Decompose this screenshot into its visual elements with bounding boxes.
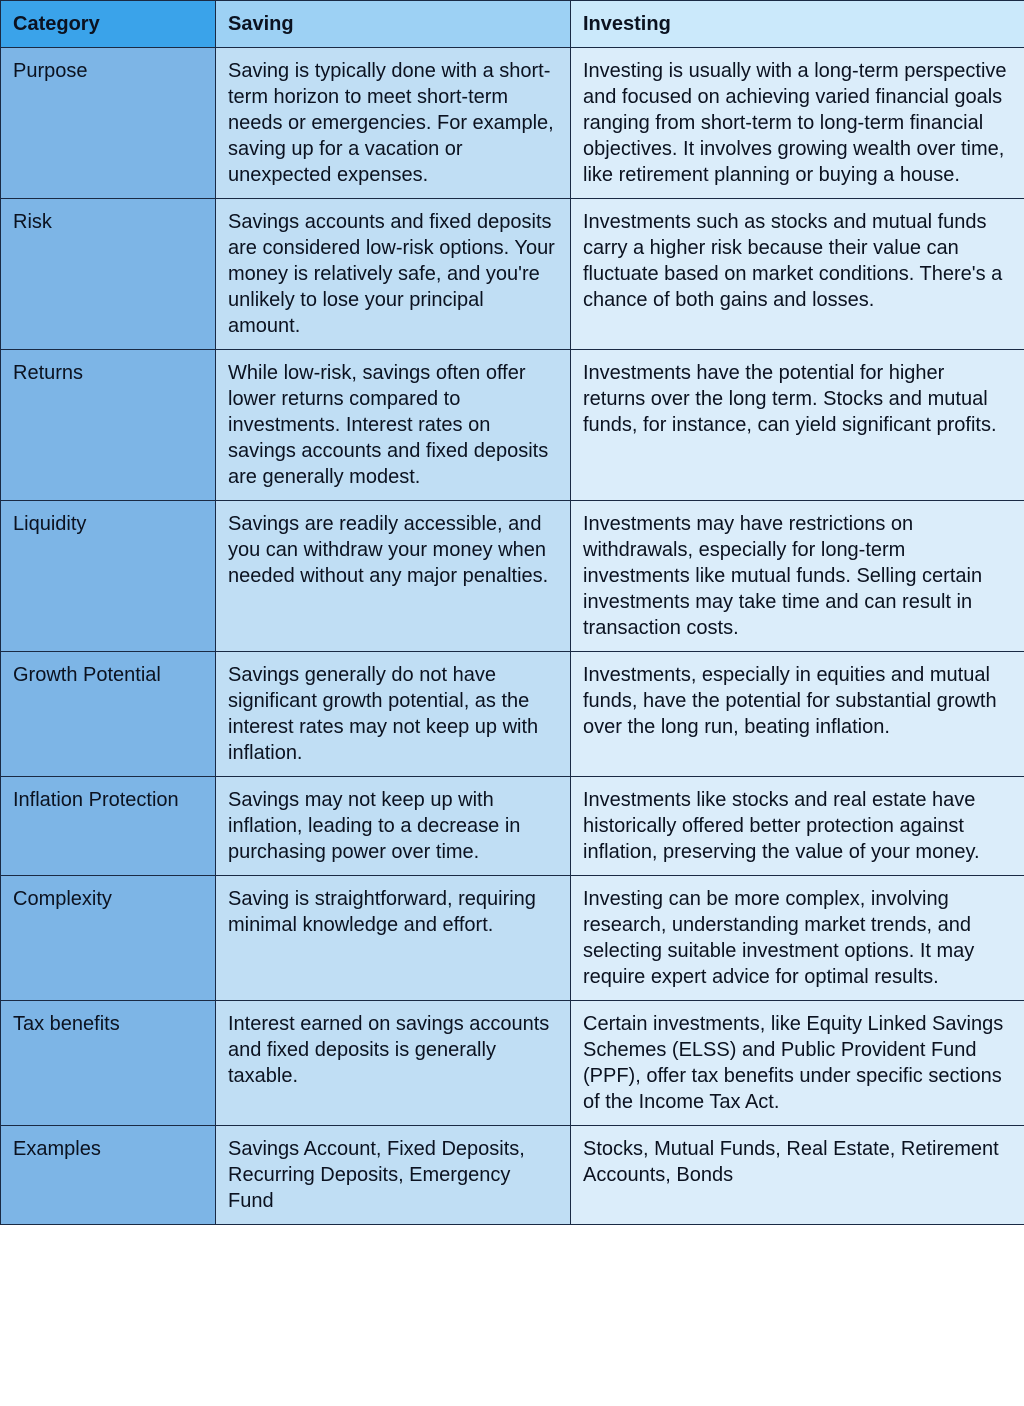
cell-saving: Savings Account, Fixed Deposits, Recurri… (216, 1126, 571, 1225)
table-row: Tax benefitsInterest earned on savings a… (1, 1001, 1024, 1126)
table-row: PurposeSaving is typically done with a s… (1, 48, 1024, 199)
table-row: ComplexitySaving is straightforward, req… (1, 876, 1024, 1001)
cell-investing: Investing can be more complex, involving… (571, 876, 1024, 1001)
cell-investing: Investments, especially in equities and … (571, 652, 1024, 777)
cell-category: Tax benefits (1, 1001, 216, 1126)
table-row: ReturnsWhile low-risk, savings often off… (1, 350, 1024, 501)
table-row: Growth PotentialSavings generally do not… (1, 652, 1024, 777)
cell-investing: Stocks, Mutual Funds, Real Estate, Retir… (571, 1126, 1024, 1225)
cell-saving: Saving is typically done with a short-te… (216, 48, 571, 199)
cell-investing: Investments have the potential for highe… (571, 350, 1024, 501)
header-saving: Saving (216, 1, 571, 48)
cell-category: Growth Potential (1, 652, 216, 777)
cell-investing: Investments may have restrictions on wit… (571, 501, 1024, 652)
cell-saving: Savings generally do not have significan… (216, 652, 571, 777)
cell-investing: Investments such as stocks and mutual fu… (571, 199, 1024, 350)
table-body: PurposeSaving is typically done with a s… (1, 48, 1024, 1225)
cell-investing: Certain investments, like Equity Linked … (571, 1001, 1024, 1126)
cell-saving: Savings may not keep up with inflation, … (216, 777, 571, 876)
cell-investing: Investments like stocks and real estate … (571, 777, 1024, 876)
table-row: LiquiditySavings are readily accessible,… (1, 501, 1024, 652)
cell-saving: While low-risk, savings often offer lowe… (216, 350, 571, 501)
cell-category: Complexity (1, 876, 216, 1001)
cell-saving: Interest earned on savings accounts and … (216, 1001, 571, 1126)
cell-category: Examples (1, 1126, 216, 1225)
cell-category: Purpose (1, 48, 216, 199)
cell-saving: Saving is straightforward, requiring min… (216, 876, 571, 1001)
cell-category: Inflation Protection (1, 777, 216, 876)
cell-investing: Investing is usually with a long-term pe… (571, 48, 1024, 199)
cell-category: Returns (1, 350, 216, 501)
table-header-row: Category Saving Investing (1, 1, 1024, 48)
cell-saving: Savings accounts and fixed deposits are … (216, 199, 571, 350)
table-row: ExamplesSavings Account, Fixed Deposits,… (1, 1126, 1024, 1225)
saving-vs-investing-table: Category Saving Investing PurposeSaving … (0, 0, 1024, 1225)
table-row: RiskSavings accounts and fixed deposits … (1, 199, 1024, 350)
cell-category: Liquidity (1, 501, 216, 652)
header-investing: Investing (571, 1, 1024, 48)
header-category: Category (1, 1, 216, 48)
cell-category: Risk (1, 199, 216, 350)
table-row: Inflation ProtectionSavings may not keep… (1, 777, 1024, 876)
cell-saving: Savings are readily accessible, and you … (216, 501, 571, 652)
